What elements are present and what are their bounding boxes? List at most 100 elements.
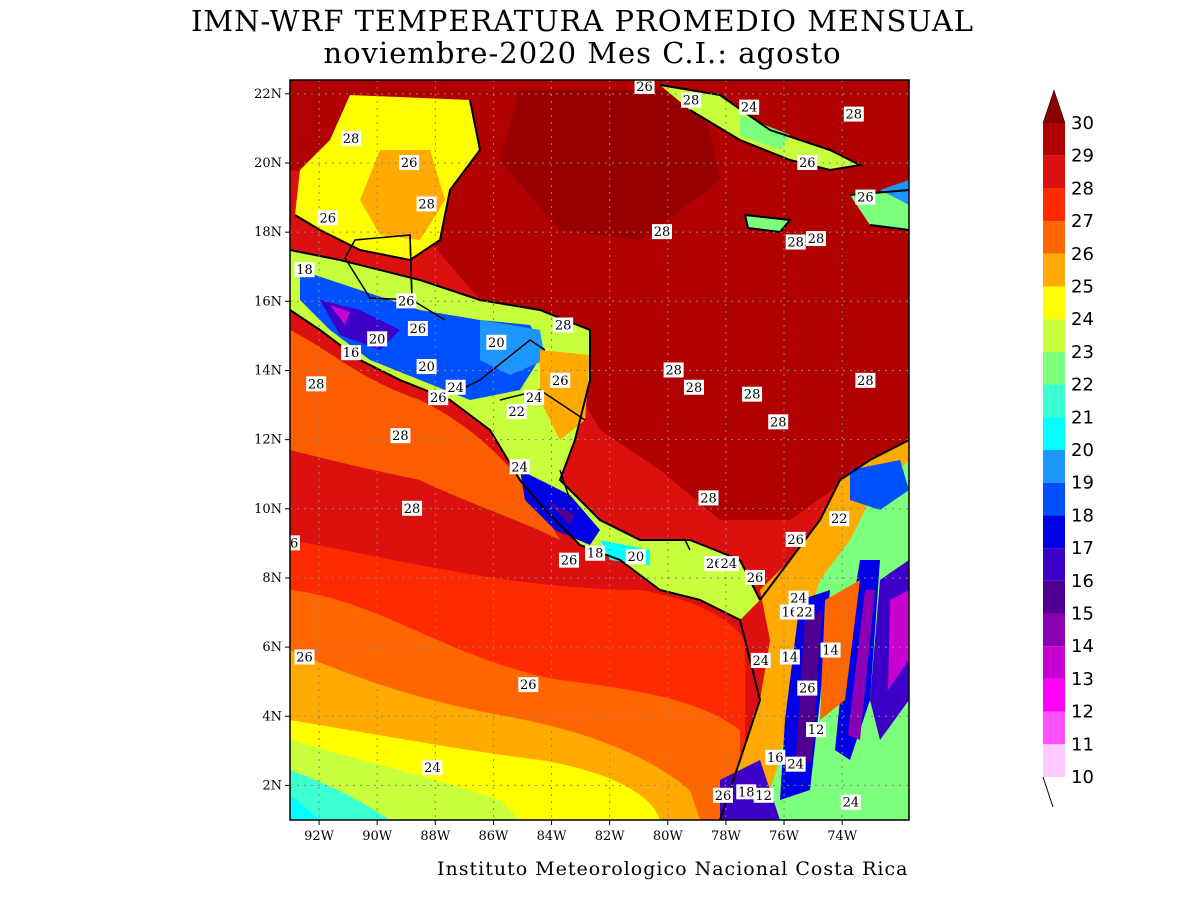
colorbar-swatch — [1043, 581, 1065, 614]
contour-label: 14 — [822, 644, 839, 659]
colorbar-label: 11 — [1071, 734, 1094, 755]
contour-label: 28 — [404, 502, 421, 517]
colorbar-swatch — [1043, 417, 1065, 450]
contour-label: 28 — [418, 197, 435, 212]
lat-tick-label: 4N — [262, 709, 282, 724]
map-field: 26 28 24 28 28 26 26 26 28 26 28 28 28 18 26 26 28 20 20 16… — [280, 79, 909, 820]
colorbar-swatch — [1043, 712, 1065, 745]
colorbar-max-arrow — [1043, 90, 1065, 123]
colorbar-swatch — [1043, 287, 1065, 320]
colorbar-label: 23 — [1071, 342, 1094, 363]
contour-label: 16 — [767, 751, 784, 766]
contour-label: 16 — [343, 346, 360, 361]
lon-tick-label: 88W — [420, 829, 451, 844]
colorbar-label: 26 — [1071, 244, 1094, 265]
colorbar-label: 12 — [1071, 702, 1094, 723]
colorbar-label: 15 — [1071, 604, 1094, 625]
contour-label: 26 — [410, 322, 427, 337]
colorbar-swatch — [1043, 221, 1065, 254]
contour-label: 26 — [296, 650, 313, 665]
contour-label: 26 — [715, 789, 732, 804]
colorbar-label: 18 — [1071, 505, 1094, 526]
colorbar-swatch — [1043, 450, 1065, 483]
lat-tick-label: 8N — [262, 571, 282, 586]
contour-label: 24 — [790, 592, 807, 607]
colorbar-label: 16 — [1071, 571, 1094, 592]
contour-label: 28 — [700, 491, 717, 506]
contour-label: 14 — [782, 650, 799, 665]
contour-label: 22 — [831, 512, 848, 527]
contour-label: 28 — [555, 319, 572, 334]
lon-tick-label: 82W — [595, 829, 626, 844]
contour-label: 20 — [488, 336, 505, 351]
colorbar-swatch — [1043, 352, 1065, 385]
contour-label: 24 — [424, 761, 441, 776]
lat-tick-label: 20N — [254, 156, 282, 171]
colorbar-swatch — [1043, 156, 1065, 189]
lon-tick-label: 92W — [304, 829, 335, 844]
footer-credit: Instituto Meteorologico Nacional Costa R… — [437, 858, 908, 880]
colorbar-label: 27 — [1071, 211, 1094, 232]
contour-label: 26 — [799, 682, 816, 697]
contour-label: 26 — [787, 533, 804, 548]
lat-tick-label: 12N — [254, 433, 282, 448]
colorbar-swatch — [1043, 679, 1065, 712]
colorbar-swatch — [1043, 319, 1065, 352]
contour-label: 28 — [683, 94, 700, 109]
colorbar-swatch — [1043, 483, 1065, 516]
colorbar-label: 22 — [1071, 375, 1094, 396]
contour-label: 20 — [369, 332, 386, 347]
contour-label: 26 — [401, 156, 418, 171]
colorbar-swatch — [1043, 188, 1065, 221]
contour-label: 26 — [398, 294, 415, 309]
colorbar-swatch — [1043, 548, 1065, 581]
colorbar-swatch — [1043, 385, 1065, 418]
lon-tick-label: 86W — [478, 829, 509, 844]
colorbar-swatch — [1043, 744, 1065, 777]
colorbar-swatch — [1043, 614, 1065, 647]
contour-label: 24 — [721, 557, 738, 572]
colorbar-label: 19 — [1071, 473, 1094, 494]
lon-tick-label: 84W — [537, 829, 568, 844]
contour-label: 28 — [846, 108, 863, 123]
contour-label: 24 — [511, 460, 528, 475]
contour-label: 24 — [843, 796, 860, 811]
contour-label: 12 — [808, 723, 825, 738]
contour-label: 28 — [665, 363, 682, 378]
lat-tick-label: 6N — [262, 640, 282, 655]
lat-tick-label: 14N — [254, 363, 282, 378]
contour-label: 20 — [628, 550, 645, 565]
contour-label: 28 — [787, 236, 804, 251]
contour-label: 12 — [755, 789, 772, 804]
colorbar-label: 28 — [1071, 178, 1094, 199]
contour-label: 26 — [320, 211, 337, 226]
contour-label: 18 — [587, 547, 604, 562]
lat-tick-label: 18N — [254, 225, 282, 240]
colorbar-min-tail — [1043, 777, 1053, 807]
contour-label: 28 — [686, 381, 703, 396]
contour-label: 26 — [636, 80, 653, 95]
lon-tick-label: 80W — [653, 829, 684, 844]
colorbar-label: 20 — [1071, 440, 1094, 461]
colorbar-label: 24 — [1071, 309, 1094, 330]
contour-label: 28 — [770, 415, 787, 430]
contour-label: 26 — [857, 191, 874, 206]
colorbar-swatch — [1043, 646, 1065, 679]
colorbar-label: 29 — [1071, 146, 1094, 167]
contour-label: 28 — [654, 225, 671, 240]
contour-label: 26 — [430, 391, 447, 406]
contour-label: 26 — [552, 374, 569, 389]
contour-label: 24 — [447, 381, 464, 396]
contour-label: 28 — [808, 232, 825, 247]
colorbar: 30 29 28 27 26 25 24 23 22 21 20 19 18 17 16 15 14 13 12 11… — [1043, 90, 1094, 807]
colorbar-label: 13 — [1071, 669, 1094, 690]
contour-label: 26 — [520, 678, 537, 693]
contour-label: 28 — [392, 429, 409, 444]
contour-label: 28 — [308, 377, 325, 392]
lon-tick-label: 90W — [362, 829, 393, 844]
contour-label: 24 — [787, 758, 804, 773]
contour-label: 22 — [508, 405, 525, 420]
colorbar-swatch — [1043, 515, 1065, 548]
contour-label: 26 — [799, 156, 816, 171]
